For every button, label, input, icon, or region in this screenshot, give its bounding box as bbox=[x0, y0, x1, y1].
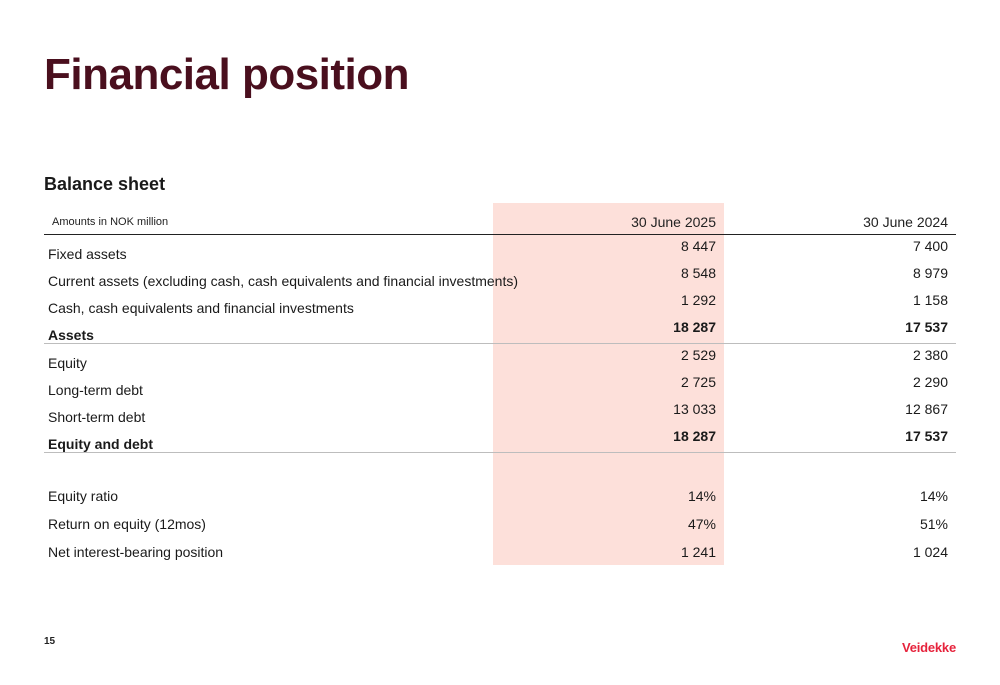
kpi-value-2025: 1 241 bbox=[680, 544, 716, 560]
amounts-label: Amounts in NOK million bbox=[52, 216, 169, 228]
row-value-2024: 17 537 bbox=[905, 319, 948, 335]
table-row: Long-term debt 2 725 2 290 bbox=[44, 371, 956, 398]
table-header: Amounts in NOK million 30 June 2025 30 J… bbox=[44, 203, 956, 235]
balance-rows: Fixed assets 8 447 7 400 Current assets … bbox=[44, 235, 956, 565]
kpi-row: Equity ratio 14% 14% bbox=[44, 481, 956, 509]
kpi-label: Return on equity (12mos) bbox=[48, 516, 206, 532]
row-value-2025: 18 287 bbox=[673, 428, 716, 444]
row-label: Short-term debt bbox=[48, 409, 146, 425]
row-label: Equity bbox=[48, 355, 87, 371]
table-row-total: Assets 18 287 17 537 bbox=[44, 316, 956, 344]
kpi-label: Equity ratio bbox=[48, 488, 119, 504]
row-value-2024: 2 290 bbox=[912, 374, 948, 390]
row-label: Current assets (excluding cash, cash equ… bbox=[48, 273, 519, 289]
kpi-row: Return on equity (12mos) 47% 51% bbox=[44, 509, 956, 537]
row-value-2024: 7 400 bbox=[912, 238, 948, 254]
kpi-value-2025: 14% bbox=[687, 488, 716, 504]
veidekke-logo: Veidekke bbox=[901, 640, 956, 655]
row-value-2024: 17 537 bbox=[905, 428, 948, 444]
row-value-2024: 1 158 bbox=[912, 292, 948, 308]
table-row: Fixed assets 8 447 7 400 bbox=[44, 235, 956, 262]
page-number: 15 bbox=[44, 636, 56, 647]
row-label: Long-term debt bbox=[48, 382, 143, 398]
row-label: Assets bbox=[48, 327, 94, 343]
kpi-value-2024: 14% bbox=[919, 488, 948, 504]
row-value-2025: 2 725 bbox=[680, 374, 716, 390]
section-title: Balance sheet bbox=[44, 174, 166, 194]
table-row: Short-term debt 13 033 12 867 bbox=[44, 398, 956, 425]
kpi-value-2024: 1 024 bbox=[912, 544, 948, 560]
balance-sheet-table: Amounts in NOK million 30 June 2025 30 J… bbox=[44, 203, 956, 565]
row-value-2025: 18 287 bbox=[673, 319, 716, 335]
table-row-total: Equity and debt 18 287 17 537 bbox=[44, 425, 956, 453]
spacer bbox=[44, 453, 956, 481]
column-header-2025: 30 June 2025 bbox=[631, 214, 716, 230]
kpi-value-2024: 51% bbox=[919, 516, 948, 532]
table-row: Current assets (excluding cash, cash equ… bbox=[44, 262, 956, 289]
row-value-2025: 13 033 bbox=[673, 401, 716, 417]
row-label: Equity and debt bbox=[48, 436, 153, 452]
row-value-2025: 2 529 bbox=[680, 347, 716, 363]
kpi-row: Net interest-bearing position 1 241 1 02… bbox=[44, 537, 956, 565]
highlight-column bbox=[493, 203, 724, 565]
row-label: Cash, cash equivalents and financial inv… bbox=[48, 300, 354, 316]
page-title: Financial position bbox=[44, 50, 410, 99]
row-value-2024: 2 380 bbox=[912, 347, 948, 363]
row-value-2025: 8 447 bbox=[680, 238, 716, 254]
table-row: Cash, cash equivalents and financial inv… bbox=[44, 289, 956, 316]
row-value-2025: 8 548 bbox=[680, 265, 716, 281]
row-value-2025: 1 292 bbox=[680, 292, 716, 308]
table-row: Equity 2 529 2 380 bbox=[44, 344, 956, 371]
row-value-2024: 8 979 bbox=[912, 265, 948, 281]
kpi-label: Net interest-bearing position bbox=[48, 544, 224, 560]
row-label: Fixed assets bbox=[48, 246, 127, 262]
row-value-2024: 12 867 bbox=[905, 401, 948, 417]
column-header-2024: 30 June 2024 bbox=[863, 214, 948, 230]
kpi-value-2025: 47% bbox=[687, 516, 716, 532]
